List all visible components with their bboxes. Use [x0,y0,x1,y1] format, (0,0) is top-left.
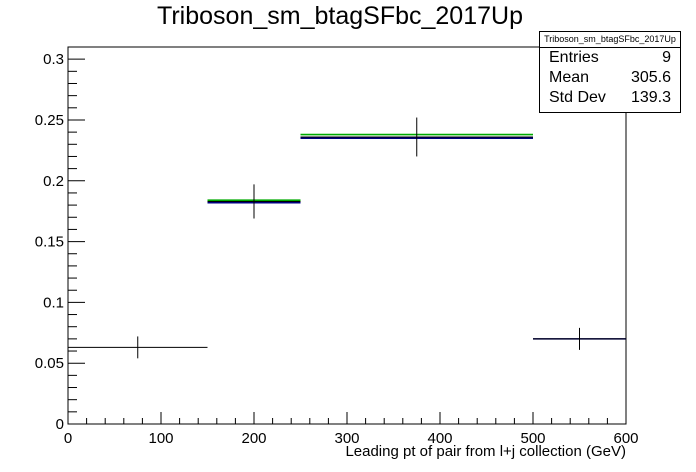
y-tick-label: 0.1 [43,294,64,311]
chart-title: Triboson_sm_btagSFbc_2017Up [157,2,523,30]
stats-header: Triboson_sm_btagSFbc_2017Up [540,32,680,48]
stats-value: 9 [662,49,671,66]
stats-row-entries: Entries 9 [540,48,680,68]
stats-row-stddev: Std Dev 139.3 [540,88,680,108]
x-axis-title: Leading pt of pair from l+j collection (… [345,443,626,460]
stats-box: Triboson_sm_btagSFbc_2017Up Entries 9 Me… [539,31,681,113]
x-tick-label: 400 [427,430,452,447]
x-tick-label: 500 [520,430,545,447]
stats-row-mean: Mean 305.6 [540,68,680,88]
x-tick-label: 100 [148,430,173,447]
y-tick-label: 0.25 [35,112,64,129]
y-tick-label: 0 [56,416,64,433]
y-tick-label: 0.05 [35,355,64,372]
stats-label: Mean [549,69,590,86]
stats-label: Std Dev [549,89,606,106]
y-tick-label: 0.3 [43,51,64,68]
stats-value: 139.3 [630,89,671,106]
x-tick-label: 200 [241,430,266,447]
y-tick-label: 0.2 [43,173,64,190]
x-tick-label: 0 [64,430,72,447]
x-tick-label: 300 [334,430,359,447]
stats-value: 305.6 [630,69,671,86]
x-tick-label: 600 [613,430,638,447]
stats-label: Entries [549,49,599,66]
y-tick-label: 0.15 [35,234,64,251]
